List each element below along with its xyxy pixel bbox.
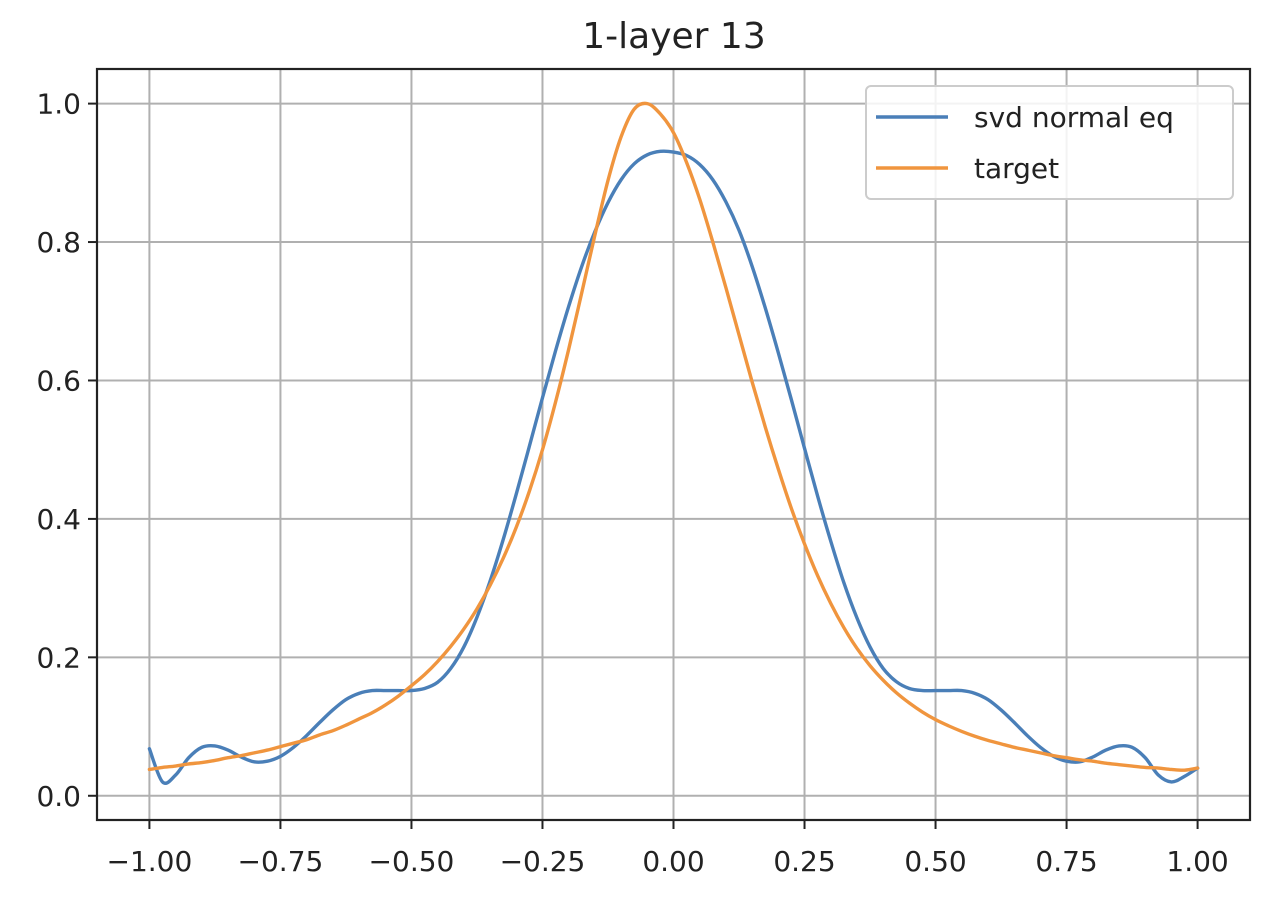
legend-box (865, 85, 1234, 200)
y-tick-label: 1.0 (36, 88, 81, 121)
series-line-target (147, 101, 1200, 772)
chart-title: 1-layer 13 (582, 16, 765, 57)
legend-label: svd normal eq (974, 101, 1174, 134)
y-tick-label: 0.8 (36, 226, 81, 259)
y-tick-label: 0.4 (36, 503, 81, 536)
x-tick-label: −1.00 (107, 845, 193, 878)
x-axis: −1.00 −0.75 −0.50 −0.25 0.00 0.25 0.50 0.75 1.00 (107, 820, 1229, 878)
legend-label: target (974, 152, 1059, 185)
plot-lines (147, 101, 1200, 785)
x-tick-label: −0.50 (369, 845, 455, 878)
x-tick-label: −0.25 (500, 845, 586, 878)
y-tick-label: 0.2 (36, 641, 81, 674)
x-tick-label: 0.75 (1035, 845, 1097, 878)
x-tick-label: 0.00 (642, 845, 704, 878)
legend: svd normal eq target (865, 85, 1234, 200)
x-tick-label: −0.75 (238, 845, 324, 878)
y-tick-label: 0.0 (36, 780, 81, 813)
series-line-svd-normal-eq (147, 149, 1200, 785)
x-tick-label: 0.50 (904, 845, 966, 878)
y-tick-label: 0.6 (36, 364, 81, 397)
x-tick-label: 1.00 (1166, 845, 1228, 878)
x-tick-label: 0.25 (773, 845, 835, 878)
y-axis: 0.0 0.2 0.4 0.6 0.8 1.0 (36, 88, 97, 813)
